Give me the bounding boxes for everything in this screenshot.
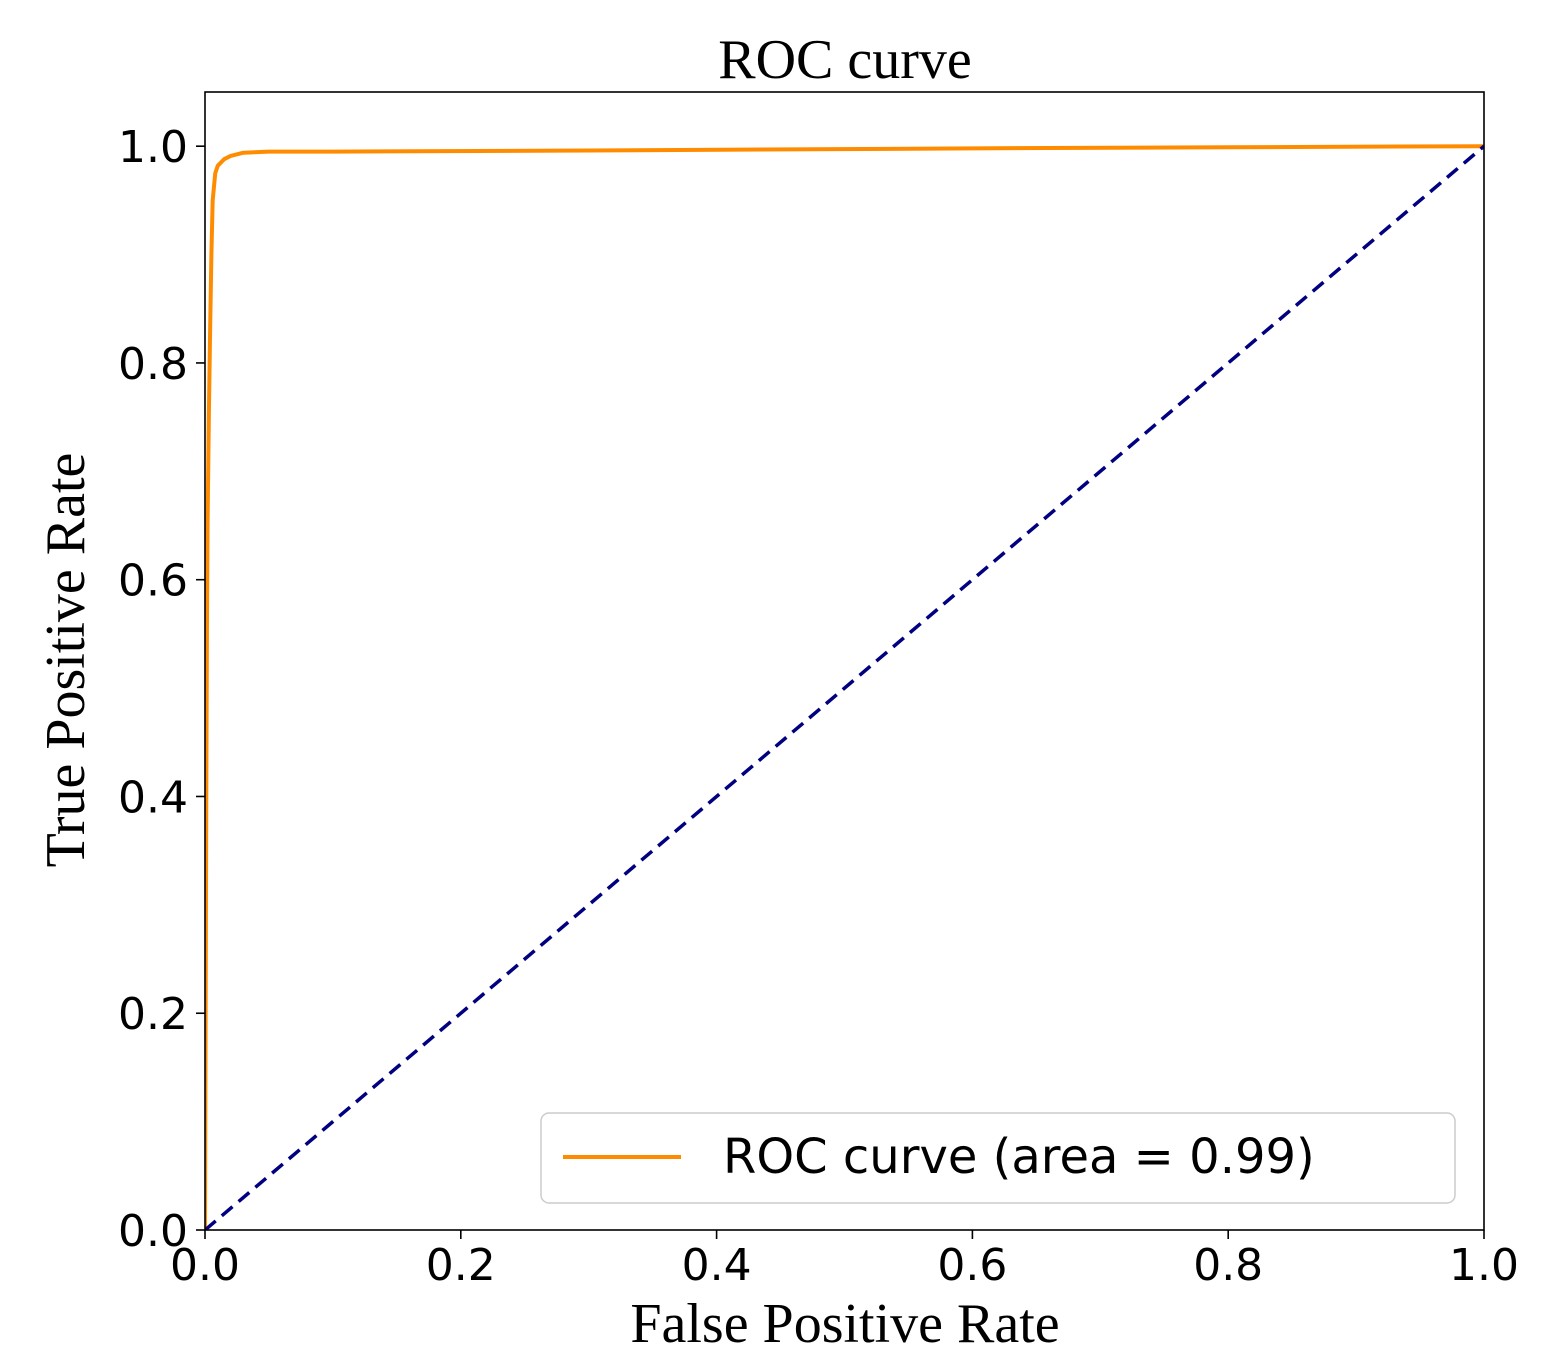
plot-frame: [204, 91, 1485, 1231]
x-axis: 0.0 0.2 0.4 0.6 0.8 1.0: [170, 1230, 1519, 1291]
y-axis-label: True Positive Rate: [35, 453, 97, 868]
y-tick-label: 0.2: [118, 989, 188, 1040]
x-tick-label: 1.0: [1449, 1240, 1519, 1291]
x-tick-label: 0.8: [1193, 1240, 1263, 1291]
chart-title: ROC curve: [718, 29, 972, 91]
plot-area: [205, 144, 1484, 1230]
chance-diagonal-line: [205, 144, 1484, 1230]
y-tick-label: 0.6: [118, 556, 188, 607]
x-axis-label: False Positive Rate: [630, 1293, 1059, 1355]
y-tick-label: 0.4: [118, 772, 188, 823]
y-tick-label: 1.0: [118, 122, 188, 173]
y-tick-label: 0.0: [118, 1206, 188, 1257]
x-tick-label: 0.4: [682, 1240, 752, 1291]
roc-curve-line: [205, 144, 1484, 1230]
y-axis: 0.0 0.2 0.4 0.6 0.8 1.0: [118, 122, 205, 1257]
legend-box: [540, 1112, 1456, 1204]
legend: ROC curve (area = 0.99): [540, 1112, 1456, 1204]
x-tick-label: 0.6: [937, 1240, 1007, 1291]
x-tick-label: 0.2: [426, 1240, 496, 1291]
y-tick-label: 0.8: [118, 339, 188, 390]
legend-label-roc: ROC curve (area = 0.99): [723, 1129, 1315, 1185]
x-tick-label: 0.0: [170, 1240, 240, 1291]
